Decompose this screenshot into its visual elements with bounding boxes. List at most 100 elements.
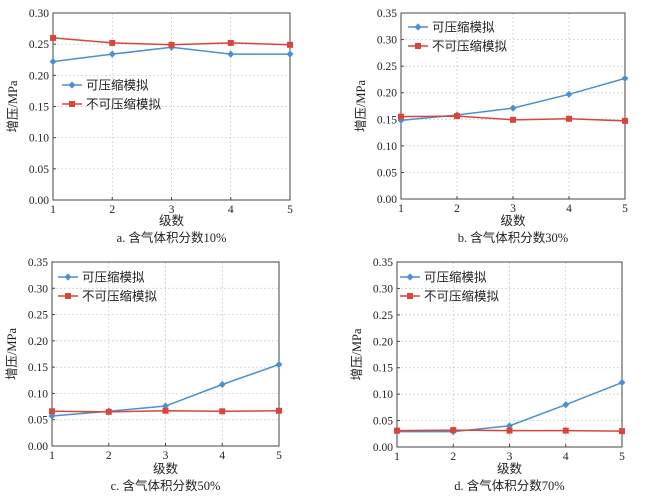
x-tick-label: 1	[49, 450, 55, 462]
x-tick-label: 2	[454, 203, 460, 215]
legend-marker	[414, 23, 422, 31]
x-tick-label: 2	[106, 450, 112, 462]
data-point	[394, 427, 400, 434]
data-point	[621, 74, 629, 82]
legend-marker	[64, 273, 72, 281]
x-tick-label: 3	[510, 203, 516, 215]
y-tick-label: 0.05	[29, 164, 49, 176]
chart-caption: a. 含气体积分数10%	[117, 230, 227, 245]
y-tick-label: 0.10	[28, 388, 48, 400]
legend-marker	[415, 43, 421, 49]
x-tick-label: 4	[228, 204, 234, 216]
x-tick-label: 1	[50, 204, 56, 216]
legend-label: 不可压缩模拟	[86, 97, 162, 112]
data-point	[510, 116, 516, 123]
y-tick-label: 0.35	[373, 257, 393, 269]
legend-label: 不可压缩模拟	[82, 289, 158, 304]
data-point	[168, 41, 175, 48]
legend-marker	[406, 273, 414, 281]
x-tick-label: 4	[219, 450, 225, 462]
data-point	[227, 50, 235, 58]
data-point	[618, 378, 626, 387]
x-tick-label: 5	[622, 203, 628, 215]
y-tick-label: 0.35	[377, 8, 397, 20]
chart-4: 1 2 3 4 5 0.00 0.05 0.10 0.15 0.20 0.25 0.30 0.35 级数 增…	[349, 257, 626, 493]
data-point	[50, 34, 56, 41]
y-tick-label: 0.15	[28, 362, 48, 374]
data-point	[506, 427, 513, 434]
y-tick-label: 0.30	[29, 8, 49, 20]
data-point	[105, 408, 112, 415]
y-tick-label: 0.35	[28, 257, 48, 269]
data-point	[397, 116, 405, 124]
x-axis-label: 级数	[153, 461, 179, 476]
data-point	[218, 380, 226, 389]
data-point	[227, 39, 234, 46]
y-tick-label: 0.25	[377, 61, 397, 73]
series-incompressible	[398, 113, 628, 124]
data-point	[275, 360, 283, 369]
data-point	[622, 117, 628, 124]
y-tick-label: 0.20	[377, 88, 397, 100]
x-tick-label: 3	[507, 451, 513, 463]
x-tick-label: 2	[450, 451, 456, 463]
x-tick-label: 5	[287, 204, 293, 216]
data-point	[398, 113, 404, 120]
x-tick-label: 1	[398, 203, 404, 215]
y-tick-label: 0.20	[29, 70, 49, 82]
y-tick-label: 0.00	[28, 441, 48, 453]
y-tick-label: 0.15	[373, 363, 393, 375]
y-tick-label: 0.30	[28, 283, 48, 295]
x-tick-label: 5	[276, 450, 282, 462]
x-axis-label: 级数	[159, 213, 185, 228]
data-point	[49, 408, 55, 415]
chart-2: 1 2 3 4 5 0.00 0.05 0.10 0.15 0.20 0.25 0.30 0.35 级数 增…	[353, 8, 629, 245]
y-tick-label: 0.00	[377, 194, 397, 206]
data-point	[562, 401, 570, 409]
data-point	[287, 41, 293, 48]
data-point	[49, 58, 57, 66]
data-point	[619, 428, 625, 435]
chart-3: 1 2 3 4 5 0.00 0.05 0.10 0.15 0.20 0.25 0.30 0.35 级数 增…	[4, 257, 283, 493]
legend-label: 可压缩模拟	[424, 270, 487, 285]
x-tick-label: 4	[566, 203, 572, 215]
data-point	[509, 104, 517, 112]
x-tick-label: 3	[163, 450, 169, 462]
chart-caption: b. 含气体积分数30%	[458, 230, 568, 245]
x-tick-label: 3	[169, 204, 175, 216]
series-incompressible	[50, 34, 293, 48]
y-tick-label: 0.30	[377, 35, 397, 47]
data-point	[450, 427, 457, 434]
y-axis-label: 增压/MPa	[353, 80, 368, 133]
y-tick-label: 0.20	[28, 336, 48, 348]
legend-marker	[69, 101, 75, 107]
series-incompressible	[394, 427, 625, 435]
y-tick-label: 0.25	[28, 310, 48, 322]
y-tick-label: 0.10	[29, 133, 49, 145]
y-tick-label: 0.05	[28, 415, 48, 427]
data-point	[454, 113, 460, 120]
legend-marker	[407, 293, 413, 299]
y-tick-label: 0.25	[29, 39, 49, 51]
y-tick-label: 0.30	[373, 283, 393, 295]
data-point	[286, 50, 294, 58]
data-point	[219, 408, 226, 415]
data-point	[566, 115, 572, 122]
legend-label: 可压缩模拟	[82, 270, 145, 285]
legend-label: 不可压缩模拟	[424, 289, 500, 304]
legend-label: 可压缩模拟	[432, 20, 495, 35]
x-tick-label: 5	[619, 451, 625, 463]
legend-label: 可压缩模拟	[86, 78, 149, 93]
y-axis-label: 增压/MPa	[349, 328, 364, 381]
y-tick-label: 0.20	[373, 336, 393, 348]
y-axis-label: 增压/MPa	[5, 80, 20, 133]
y-tick-label: 0.00	[29, 195, 49, 207]
data-point	[108, 50, 116, 58]
legend-marker	[65, 293, 71, 299]
x-axis-label: 级数	[497, 461, 523, 476]
